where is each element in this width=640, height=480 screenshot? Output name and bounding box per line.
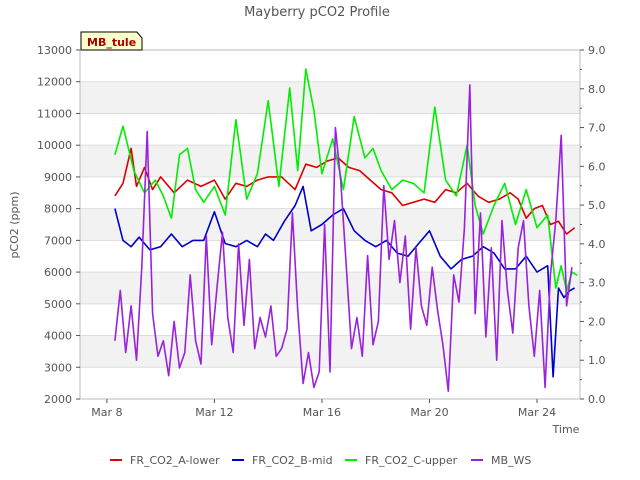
background-band <box>80 81 580 114</box>
y-tick-label: 11000 <box>37 107 72 120</box>
y2-tick-label: 5.0 <box>588 199 606 212</box>
background-band <box>80 272 580 304</box>
y-tick-label: 5000 <box>44 298 72 311</box>
legend-label-fr-co2-a-lower: FR_CO2_A-lower <box>130 454 220 467</box>
y-tick-label: 13000 <box>37 44 72 57</box>
y2-tick-label: 0.0 <box>588 393 606 406</box>
y-axis-ticks: 2000 3000 4000 5000 6000 7000 8000 9000 10000 110… <box>37 44 80 406</box>
series-line-fr-co2-a-lower <box>114 147 576 235</box>
site-badge-box <box>80 31 143 51</box>
y-tick-label: 10000 <box>37 139 72 152</box>
y2-tick-label: 8.0 <box>588 83 606 96</box>
x-axis-ticks: Mar 8 Mar 12 Mar 16 Mar 20 Mar 24 <box>91 399 556 419</box>
x-tick-label: Mar 16 <box>303 406 341 419</box>
series-lines <box>114 68 578 393</box>
y2-tick-label: 4.0 <box>588 238 606 251</box>
background-bands <box>80 81 580 368</box>
y2-tick-label: 1.0 <box>588 354 606 367</box>
y-tick-label: 12000 <box>37 76 72 89</box>
x-axis-label: Time <box>552 423 580 436</box>
series-line-fr-co2-c-upper <box>114 68 578 292</box>
site-badge-label: MB_tule <box>87 36 136 49</box>
y2-tick-label: 9.0 <box>588 44 606 57</box>
x-tick-label: Mar 20 <box>410 406 448 419</box>
chart-title: Mayberry pCO2 Profile <box>244 5 390 20</box>
y2-axis-ticks: 0.0 1.0 2.0 3.0 4.0 5.0 6.0 7.0 8.0 9.0 <box>580 44 606 406</box>
y2-tick-label: 3.0 <box>588 277 606 290</box>
site-badge: MB_tule <box>80 31 143 51</box>
y-tick-label: 4000 <box>44 330 72 343</box>
y-tick-label: 7000 <box>44 234 72 247</box>
y2-tick-label: 2.0 <box>588 315 606 328</box>
y-axis-label: pCO2 (ppm) <box>8 191 21 258</box>
y-tick-label: 2000 <box>44 393 72 406</box>
y-tick-label: 3000 <box>44 361 72 374</box>
background-band <box>80 208 580 241</box>
y2-tick-label: 6.0 <box>588 160 606 173</box>
y2-tick-label: 7.0 <box>588 122 606 135</box>
legend-label-mb-ws: MB_WS <box>491 454 531 467</box>
x-tick-label: Mar 8 <box>91 406 122 419</box>
legend-label-fr-co2-b-mid: FR_CO2_B-mid <box>252 454 333 467</box>
y-tick-label: 9000 <box>44 171 72 184</box>
x-tick-label: Mar 24 <box>518 406 556 419</box>
y-tick-label: 8000 <box>44 203 72 216</box>
y-tick-label: 6000 <box>44 266 72 279</box>
legend: FR_CO2_A-lower FR_CO2_B-mid FR_CO2_C-upper… <box>110 454 531 467</box>
series-line-mb-ws <box>114 84 573 393</box>
x-tick-label: Mar 12 <box>195 406 233 419</box>
legend-label-fr-co2-c-upper: FR_CO2_C-upper <box>365 454 458 467</box>
